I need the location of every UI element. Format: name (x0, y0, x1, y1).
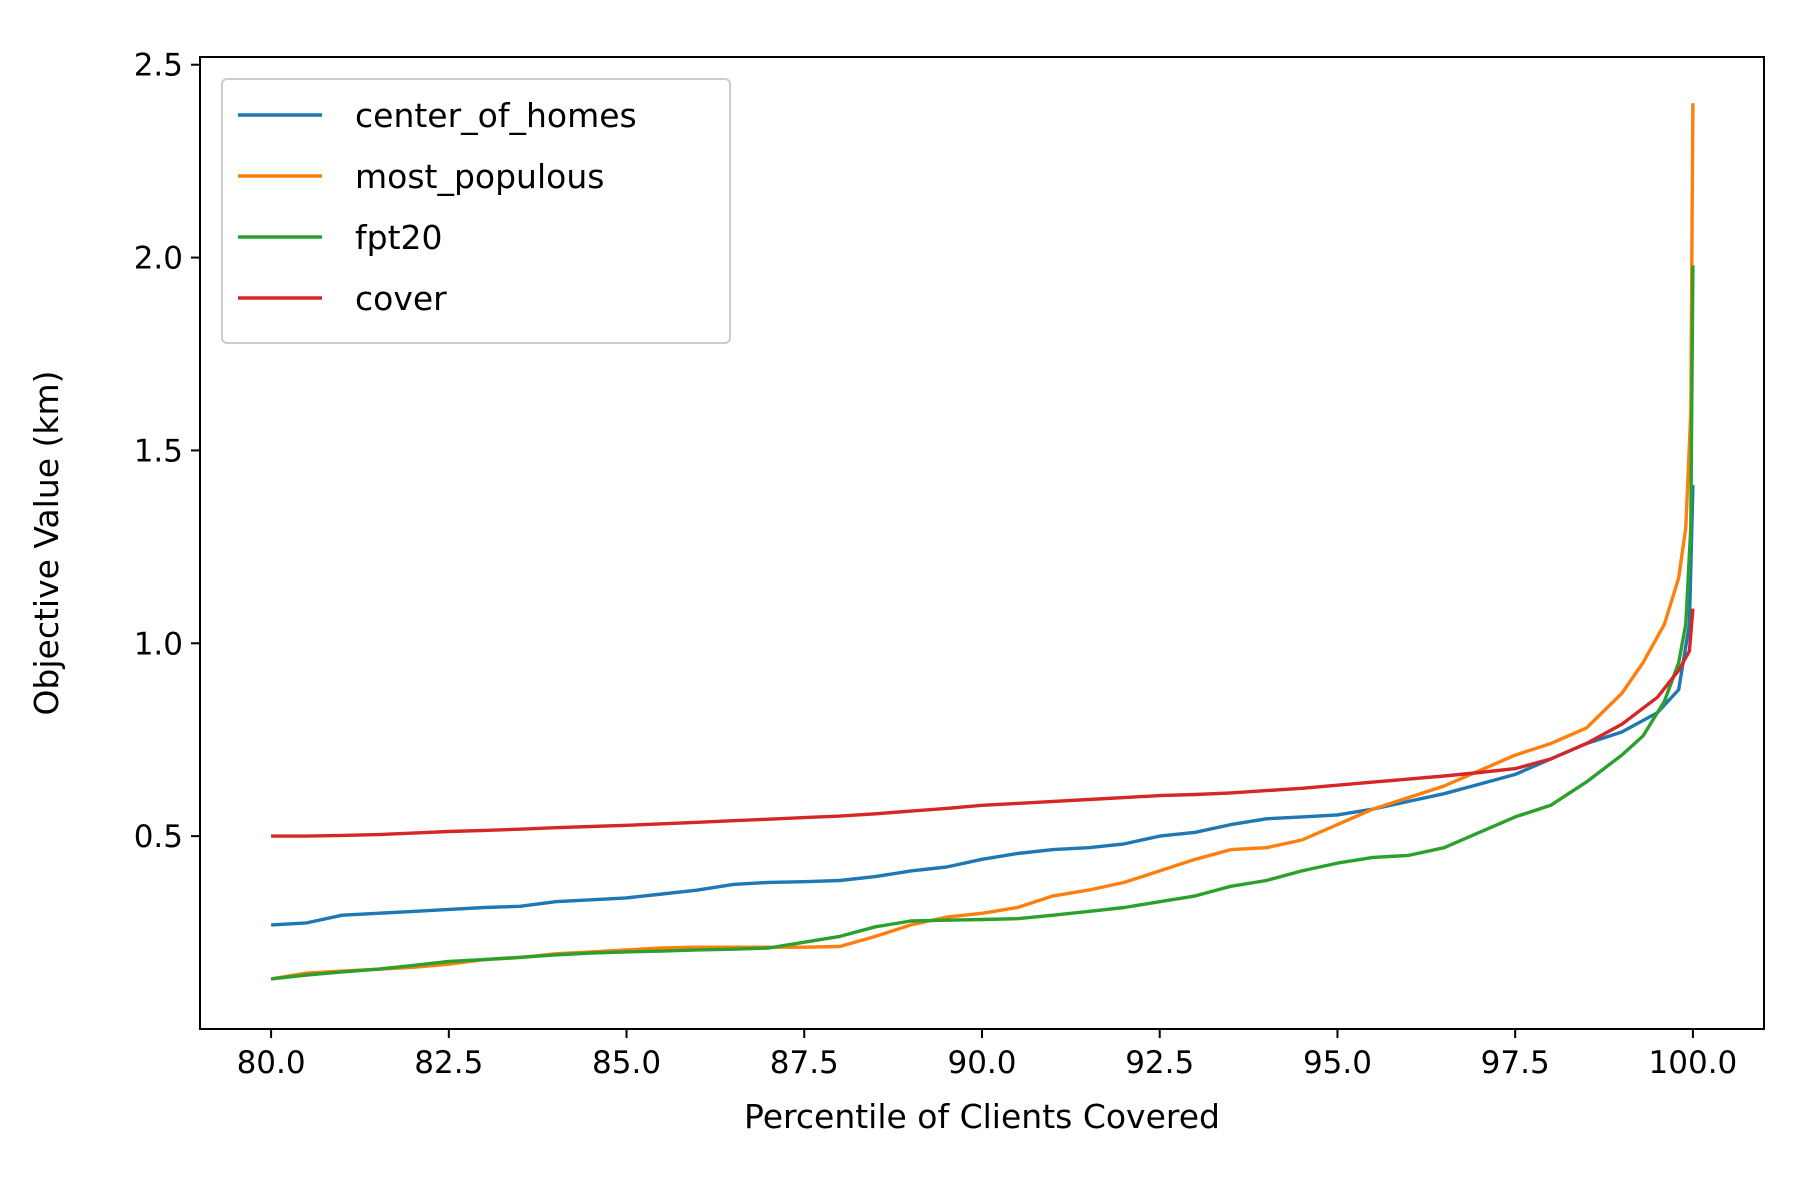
x-axis-label: Percentile of Clients Covered (744, 1097, 1220, 1136)
x-tick-label: 97.5 (1481, 1045, 1550, 1081)
y-axis: 0.5 1.0 1.5 2.0 2.5 (134, 48, 200, 855)
x-tick-label: 100.0 (1649, 1045, 1738, 1081)
legend-label-cover: cover (355, 279, 447, 318)
legend-box (221, 78, 731, 344)
y-tick-label: 2.5 (134, 48, 183, 84)
x-tick-label: 82.5 (414, 1045, 483, 1081)
legend-label-most-populous: most_populous (355, 157, 604, 196)
x-tick-label: 85.0 (592, 1045, 661, 1081)
series-line-fpt20 (270, 265, 1695, 981)
x-axis: 80.0 82.5 85.0 87.5 90.0 92.5 95.0 97.5 100.0 (237, 1029, 1738, 1081)
legend-label-fpt20: fpt20 (355, 218, 443, 257)
y-tick-label: 2.0 (134, 241, 183, 277)
y-tick-label: 0.5 (134, 819, 183, 855)
legend: center_of_homes most_populous fpt20 cover (221, 78, 731, 344)
x-tick-label: 90.0 (947, 1045, 1016, 1081)
y-axis-label: Objective Value (km) (27, 370, 66, 715)
x-tick-label: 95.0 (1303, 1045, 1372, 1081)
x-tick-label: 87.5 (770, 1045, 839, 1081)
y-tick-label: 1.5 (134, 433, 183, 469)
series-line-cover (271, 608, 1695, 838)
series-group (270, 103, 1695, 981)
y-tick-label: 1.0 (134, 626, 183, 662)
x-tick-label: 92.5 (1125, 1045, 1194, 1081)
series-line-center-of-homes (271, 485, 1695, 927)
x-tick-label: 80.0 (237, 1045, 306, 1081)
legend-label-center-of-homes: center_of_homes (355, 96, 637, 135)
